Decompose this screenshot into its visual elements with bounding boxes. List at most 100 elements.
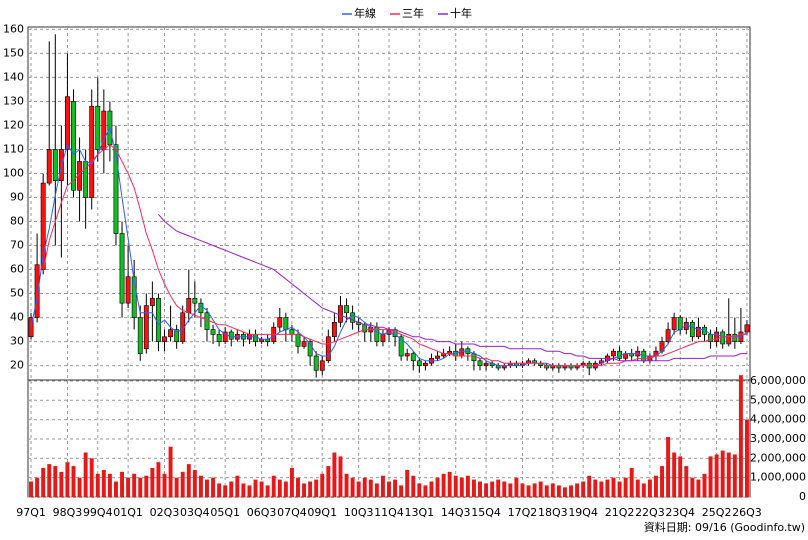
candle-body [131, 276, 137, 318]
y2-tick-label: 6,000,000 [750, 374, 806, 387]
volume-bar [496, 479, 501, 497]
candle-body [204, 312, 210, 330]
y-tick-label: 20 [10, 359, 24, 372]
legend-label: 三年 [402, 6, 424, 20]
y2-tick-label: 1,000,000 [750, 471, 806, 484]
volume-bar [289, 467, 294, 497]
volume-bar [374, 483, 379, 497]
volume-bar [581, 481, 586, 497]
candle-body [301, 341, 307, 347]
candle-body [216, 334, 222, 342]
volume-bar [259, 481, 264, 497]
volume-bar [120, 471, 125, 497]
volume-bar [162, 473, 167, 497]
volume-bar [59, 471, 64, 497]
volume-bar [569, 485, 573, 497]
volume-bar [696, 479, 701, 497]
volume-bar [29, 481, 34, 497]
y-tick-label: 80 [10, 215, 24, 228]
y2-tick-label: 5,000,000 [750, 393, 806, 406]
volume-bar [205, 479, 209, 497]
candle-body [671, 317, 677, 330]
candle-body [720, 331, 726, 345]
volume-bar [453, 475, 458, 497]
volume-bar [641, 483, 646, 497]
volume-bar [411, 475, 416, 497]
candle-body [52, 149, 58, 181]
candle-body [331, 322, 337, 338]
candle-body [732, 334, 738, 342]
candle-body [168, 329, 174, 338]
candle-body [162, 336, 167, 342]
x-tick-label: 05Q1 [210, 506, 240, 519]
volume-bar [726, 452, 731, 497]
candle-body [89, 105, 95, 198]
volume-bar [690, 477, 695, 497]
y2-tick-label: 4,000,000 [750, 413, 806, 426]
candle-body [398, 336, 404, 357]
volume-bar [538, 481, 543, 497]
volume-bar [490, 481, 495, 497]
volume-bar [283, 481, 288, 497]
candle-body [410, 353, 416, 362]
x-tick-label: 98Q3 [53, 506, 83, 519]
candle-body [295, 334, 301, 347]
candle-body [344, 305, 349, 314]
candle-body [210, 329, 216, 335]
candle-body [459, 348, 465, 357]
volume-bar [393, 479, 398, 497]
volume-bar [678, 456, 683, 497]
x-tick-label: 21Q2 [605, 506, 635, 519]
y2-tick-label: 0 [799, 490, 806, 503]
x-tick-label: 13Q1 [405, 506, 435, 519]
volume-bar [744, 419, 749, 497]
candle-body [34, 264, 40, 318]
volume-bar [532, 483, 537, 497]
y-tick-label: 110 [3, 142, 24, 155]
candle-body [744, 324, 750, 333]
candle-body [404, 353, 410, 357]
volume-bar [672, 452, 677, 497]
candle-body [125, 276, 131, 304]
volume-bar [332, 452, 337, 497]
candle-body [180, 312, 186, 342]
volume-bar [520, 483, 525, 497]
volume-bar [156, 462, 161, 497]
volume-bar [168, 446, 173, 497]
candle-body [192, 298, 198, 304]
candle-body [313, 355, 319, 371]
volume-bar [144, 475, 149, 497]
volume-bar [217, 483, 222, 497]
candle-body [617, 350, 622, 359]
x-tick-label: 23Q4 [665, 506, 695, 519]
volume-bar [308, 481, 313, 497]
x-tick-label: 14Q3 [441, 506, 471, 519]
candle-body [113, 144, 119, 234]
volume-bar [65, 462, 70, 497]
candle-body [71, 101, 76, 191]
volume-bar [368, 479, 373, 497]
volume-bar [350, 477, 355, 497]
y-tick-label: 140 [3, 70, 24, 83]
y-tick-label: 50 [10, 287, 24, 300]
volume-bar [198, 475, 203, 497]
volume-bar [302, 483, 307, 497]
volume-bar [562, 487, 567, 497]
volume-bar [441, 473, 446, 497]
volume-bar [429, 481, 434, 497]
x-tick-label: 97Q1 [16, 506, 46, 519]
volume-bar [653, 475, 658, 497]
volume-bar [101, 469, 106, 497]
volume-bar [89, 458, 94, 497]
volume-bar [47, 464, 52, 497]
volume-bar [126, 477, 131, 497]
x-tick-label: 99Q4 [83, 506, 113, 519]
candle-body [477, 360, 483, 366]
volume-bar [229, 481, 234, 497]
candle-body [708, 334, 713, 342]
volume-bar [435, 477, 440, 497]
volume-bar [575, 483, 580, 497]
volume-bar [380, 475, 385, 497]
x-tick-label: 06Q3 [247, 506, 277, 519]
volume-bar [296, 477, 300, 497]
